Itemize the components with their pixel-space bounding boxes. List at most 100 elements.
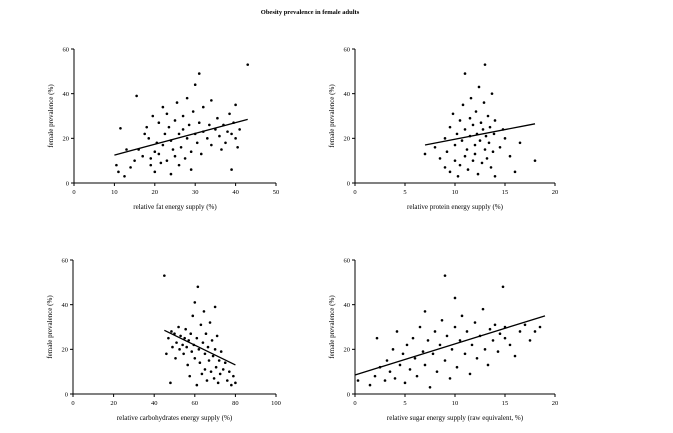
data-point bbox=[208, 321, 212, 324]
x-tick-label: 20 bbox=[552, 189, 559, 196]
y-tick-label: 0 bbox=[65, 391, 68, 398]
data-point bbox=[483, 348, 487, 351]
data-point bbox=[153, 150, 157, 154]
data-point bbox=[169, 381, 172, 385]
data-point bbox=[468, 116, 472, 120]
data-point bbox=[484, 134, 488, 138]
data-point bbox=[368, 383, 372, 387]
data-point bbox=[209, 370, 213, 373]
data-point bbox=[398, 363, 402, 367]
data-point bbox=[401, 352, 405, 356]
data-point bbox=[490, 92, 494, 95]
data-point bbox=[191, 110, 195, 113]
data-point bbox=[461, 103, 465, 107]
data-point bbox=[181, 128, 185, 131]
data-point bbox=[473, 143, 477, 147]
data-point bbox=[518, 330, 522, 333]
y-axis-label: female prevalence (%) bbox=[47, 84, 55, 148]
data-point bbox=[218, 134, 221, 138]
y-tick-label: 0 bbox=[347, 391, 350, 398]
data-point bbox=[205, 379, 209, 382]
x-axis-label: relative protein energy supply (%) bbox=[407, 203, 504, 211]
data-point bbox=[465, 148, 469, 151]
data-point bbox=[385, 359, 389, 362]
data-point bbox=[218, 372, 222, 376]
x-tick-label: 20 bbox=[552, 400, 559, 407]
data-point bbox=[145, 125, 149, 129]
y-tick-label: 20 bbox=[344, 136, 351, 143]
data-point bbox=[492, 132, 496, 136]
data-point bbox=[212, 377, 216, 380]
data-point bbox=[208, 123, 211, 127]
data-point bbox=[473, 321, 477, 324]
data-point bbox=[189, 150, 193, 154]
data-point bbox=[216, 116, 219, 120]
data-point bbox=[480, 161, 484, 165]
y-tick-label: 40 bbox=[344, 302, 351, 309]
data-point bbox=[479, 121, 483, 124]
data-point bbox=[210, 143, 213, 147]
data-point bbox=[478, 139, 482, 142]
data-point bbox=[433, 330, 437, 333]
data-point bbox=[485, 157, 489, 160]
data-point bbox=[498, 145, 502, 149]
y-tick-label: 60 bbox=[344, 46, 351, 53]
data-point bbox=[483, 63, 487, 66]
data-point bbox=[234, 381, 237, 385]
data-point bbox=[193, 356, 197, 360]
data-point bbox=[453, 159, 457, 162]
data-point bbox=[193, 83, 197, 87]
data-point bbox=[246, 63, 250, 66]
data-point bbox=[216, 381, 220, 385]
data-point bbox=[207, 359, 211, 362]
data-point bbox=[475, 356, 479, 360]
data-point bbox=[220, 148, 223, 151]
data-point bbox=[201, 341, 205, 344]
x-tick-label: 40 bbox=[151, 400, 158, 407]
data-point bbox=[488, 327, 492, 331]
data-point bbox=[488, 125, 492, 129]
data-point bbox=[453, 296, 457, 300]
data-point bbox=[119, 126, 122, 130]
x-tick-label: 100 bbox=[271, 400, 281, 407]
y-axis-label: female prevalence (%) bbox=[46, 295, 54, 359]
data-point bbox=[198, 361, 202, 365]
data-point bbox=[181, 114, 185, 118]
y-tick-label: 40 bbox=[344, 91, 351, 98]
data-point bbox=[171, 345, 174, 349]
data-point bbox=[423, 363, 427, 367]
data-point bbox=[533, 159, 537, 162]
x-tick-label: 60 bbox=[192, 400, 199, 407]
data-point bbox=[173, 119, 177, 122]
data-point bbox=[383, 379, 387, 382]
data-point bbox=[169, 172, 173, 176]
data-point bbox=[440, 319, 444, 322]
data-point bbox=[503, 336, 507, 340]
data-point bbox=[224, 141, 227, 145]
data-point bbox=[448, 170, 452, 174]
data-point bbox=[477, 85, 481, 89]
scatter-panel-2: 0 20 40 60 0 5 10 15 20 relative protein energy s… bbox=[328, 46, 558, 211]
data-point bbox=[157, 152, 161, 156]
data-point bbox=[356, 379, 360, 382]
data-point bbox=[210, 339, 214, 342]
data-point bbox=[238, 128, 241, 131]
data-point bbox=[206, 137, 209, 140]
data-point bbox=[393, 377, 397, 380]
x-tick-label: 0 bbox=[353, 189, 356, 196]
data-point bbox=[187, 339, 191, 342]
data-point bbox=[388, 370, 392, 373]
x-tick-label: 0 bbox=[72, 189, 75, 196]
fit-line bbox=[114, 118, 248, 156]
data-point bbox=[165, 112, 169, 116]
data-point bbox=[157, 121, 161, 124]
data-point bbox=[493, 119, 497, 122]
x-tick-label: 20 bbox=[110, 400, 117, 407]
data-point bbox=[538, 325, 542, 329]
data-point bbox=[183, 157, 187, 160]
data-point bbox=[496, 350, 500, 353]
data-point bbox=[476, 172, 480, 176]
x-tick-label: 5 bbox=[403, 400, 406, 407]
data-point bbox=[445, 334, 449, 338]
data-point bbox=[473, 152, 477, 156]
